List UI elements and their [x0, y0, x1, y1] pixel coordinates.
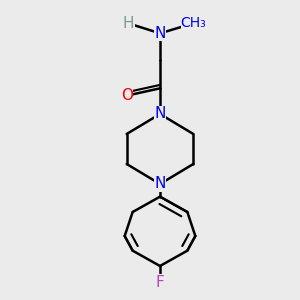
Text: N: N	[154, 176, 166, 191]
Bar	[154, 176, 166, 192]
Bar	[154, 274, 166, 290]
Text: H: H	[123, 16, 134, 31]
Text: N: N	[154, 106, 166, 122]
Bar	[154, 106, 166, 122]
Text: O: O	[121, 88, 133, 103]
Bar	[120, 88, 133, 104]
Text: F: F	[156, 275, 164, 290]
Bar	[121, 15, 135, 32]
Bar	[154, 25, 166, 41]
Text: CH₃: CH₃	[181, 16, 206, 30]
Text: N: N	[154, 26, 166, 41]
Bar	[181, 15, 205, 32]
